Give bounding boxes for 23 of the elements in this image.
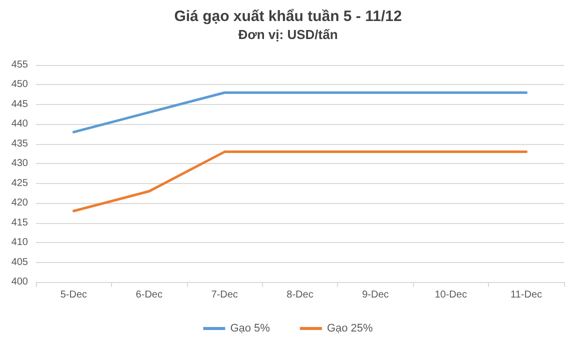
y-tick-label: 400: [11, 276, 28, 288]
legend-label: Gạo 25%: [326, 322, 374, 334]
y-tick-label: 410: [11, 237, 28, 248]
y-tick-label: 425: [11, 178, 28, 189]
chart-title: Giá gạo xuất khẩu tuần 5 - 11/12: [174, 8, 402, 25]
x-tick-label: 6-Dec: [136, 290, 162, 300]
x-tick-label: 7-Dec: [211, 290, 238, 300]
y-tick-label: 450: [11, 79, 28, 90]
y-tick-label: 405: [11, 256, 28, 268]
x-tick-label: 9-Dec: [362, 290, 389, 300]
x-tick-label: 8-Dec: [286, 290, 314, 300]
legend-label: Gạo 5%: [230, 322, 270, 334]
y-tick-label: 455: [11, 60, 28, 70]
chart-subtitle: Đơn vị: USD/tấn: [238, 27, 338, 42]
y-tick-label: 445: [11, 98, 28, 110]
x-tick-label: 11-Dec: [510, 290, 542, 300]
y-tick-label: 435: [11, 138, 28, 150]
y-tick-label: 430: [11, 158, 28, 170]
y-tick-label: 420: [11, 198, 28, 209]
y-tick-label: 440: [11, 118, 28, 130]
x-tick-label: 5-Dec: [60, 290, 88, 300]
x-tick-label: 10-Dec: [434, 290, 467, 300]
y-tick-label: 415: [11, 217, 28, 228]
